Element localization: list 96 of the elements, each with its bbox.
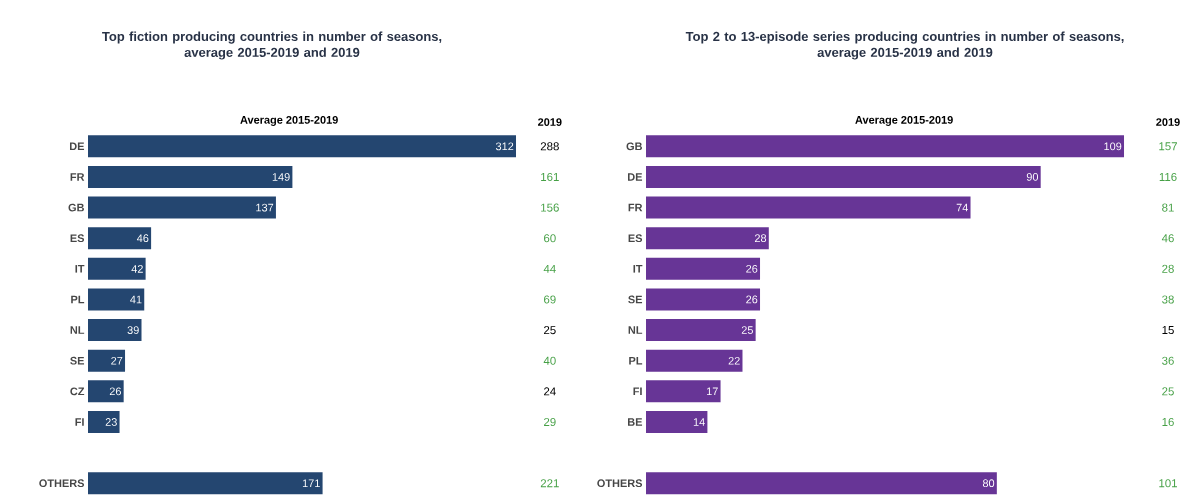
bar [646,349,743,372]
text: 15 [1162,326,1174,335]
text: 25 [544,326,556,335]
bar [646,410,708,433]
text: 36 [1162,356,1174,365]
y-tick-label: BE [628,418,643,426]
y-tick-label: FR [628,203,643,212]
chart-title: Top 2 to 13-episode series producing countries in number of seasons, [685,31,1124,44]
text: 116 [1159,172,1177,181]
text: 46 [1161,234,1174,243]
text: 24 [544,387,556,396]
text: 157 [1159,142,1177,151]
text: 2019 [538,118,562,126]
data-label: 25 [741,326,753,334]
data-label: 90 [1026,173,1039,181]
y-tick-label: GB [626,142,642,151]
text: 156 [541,203,559,212]
bar [646,288,761,311]
bar [646,380,721,403]
bar [646,472,997,495]
text: 16 [1162,417,1174,427]
chart-subtitle: average 2015-2019 and 2019 [817,47,993,60]
y-tick-label: PL [629,356,643,365]
data-label: 42 [131,265,143,273]
bar [646,257,761,280]
y-tick-label: FI [633,387,642,396]
y-tick-label: DE [69,142,85,151]
bar [88,257,146,280]
bar [88,410,120,433]
text: 2019 [1156,118,1180,126]
y-tick-label: IT [75,265,85,273]
data-label: 28 [754,234,767,243]
bar [646,319,756,342]
text: 81 [1162,203,1174,212]
y-tick-label: SE [628,295,643,304]
text: 101 [1159,479,1177,488]
bar [88,472,323,495]
bar [88,227,152,250]
y-tick-label: OTHERS [597,479,643,488]
bar [646,196,971,219]
text: 44 [543,264,556,273]
y-tick-label: SE [70,356,85,365]
data-label: 26 [746,264,758,273]
text: 69 [544,295,556,304]
y-tick-label: DE [628,173,643,181]
data-label: 14 [693,418,705,426]
text: 161 [541,172,559,181]
y-tick-label: IT [633,265,643,273]
series-label: Average 2015-2019 [855,115,953,126]
y-tick-label: CZ [70,387,85,396]
bar [646,165,1041,188]
data-label: 171 [302,479,320,487]
bar [88,380,124,403]
data-label: 27 [111,356,123,365]
data-label: 109 [1104,142,1122,151]
text: 28 [1162,264,1174,273]
bar [88,349,126,372]
bar [88,196,276,219]
data-label: 39 [127,326,139,334]
y-tick-label: NL [628,326,643,334]
data-label: 46 [136,234,149,243]
text: 29 [544,417,556,427]
text: 38 [1162,295,1174,304]
bar [88,135,516,158]
bar [88,319,142,342]
bar [646,227,769,250]
y-tick-label: ES [628,234,643,243]
data-label: 26 [746,295,758,304]
chart-title: Top fiction producing countries in number of seasons, [102,31,442,44]
bar [646,135,1125,158]
y-tick-label: NL [70,326,85,334]
data-label: 23 [105,418,117,426]
data-label: 41 [130,295,142,304]
y-tick-label: FI [75,418,84,426]
chart-subtitle: average 2015-2019 and 2019 [184,47,360,60]
bar [88,165,293,188]
bar [88,288,145,311]
data-label: 17 [707,387,718,396]
text: 60 [544,234,556,243]
data-label: 149 [272,173,290,181]
data-label: 22 [728,356,740,365]
text: 40 [543,356,556,365]
y-tick-label: PL [71,295,85,304]
y-tick-label: OTHERS [39,479,85,488]
y-tick-label: GB [68,203,84,212]
data-label: 26 [109,387,121,396]
y-tick-label: ES [70,234,85,243]
text: 25 [1162,387,1174,396]
data-label: 80 [982,479,995,488]
data-label: 74 [956,203,968,212]
data-label: 312 [495,142,514,151]
text: 221 [540,479,559,488]
data-label: 137 [256,203,274,212]
text: 288 [540,142,559,151]
y-tick-label: FR [70,173,85,181]
series-label: Average 2015-2019 [240,115,338,126]
